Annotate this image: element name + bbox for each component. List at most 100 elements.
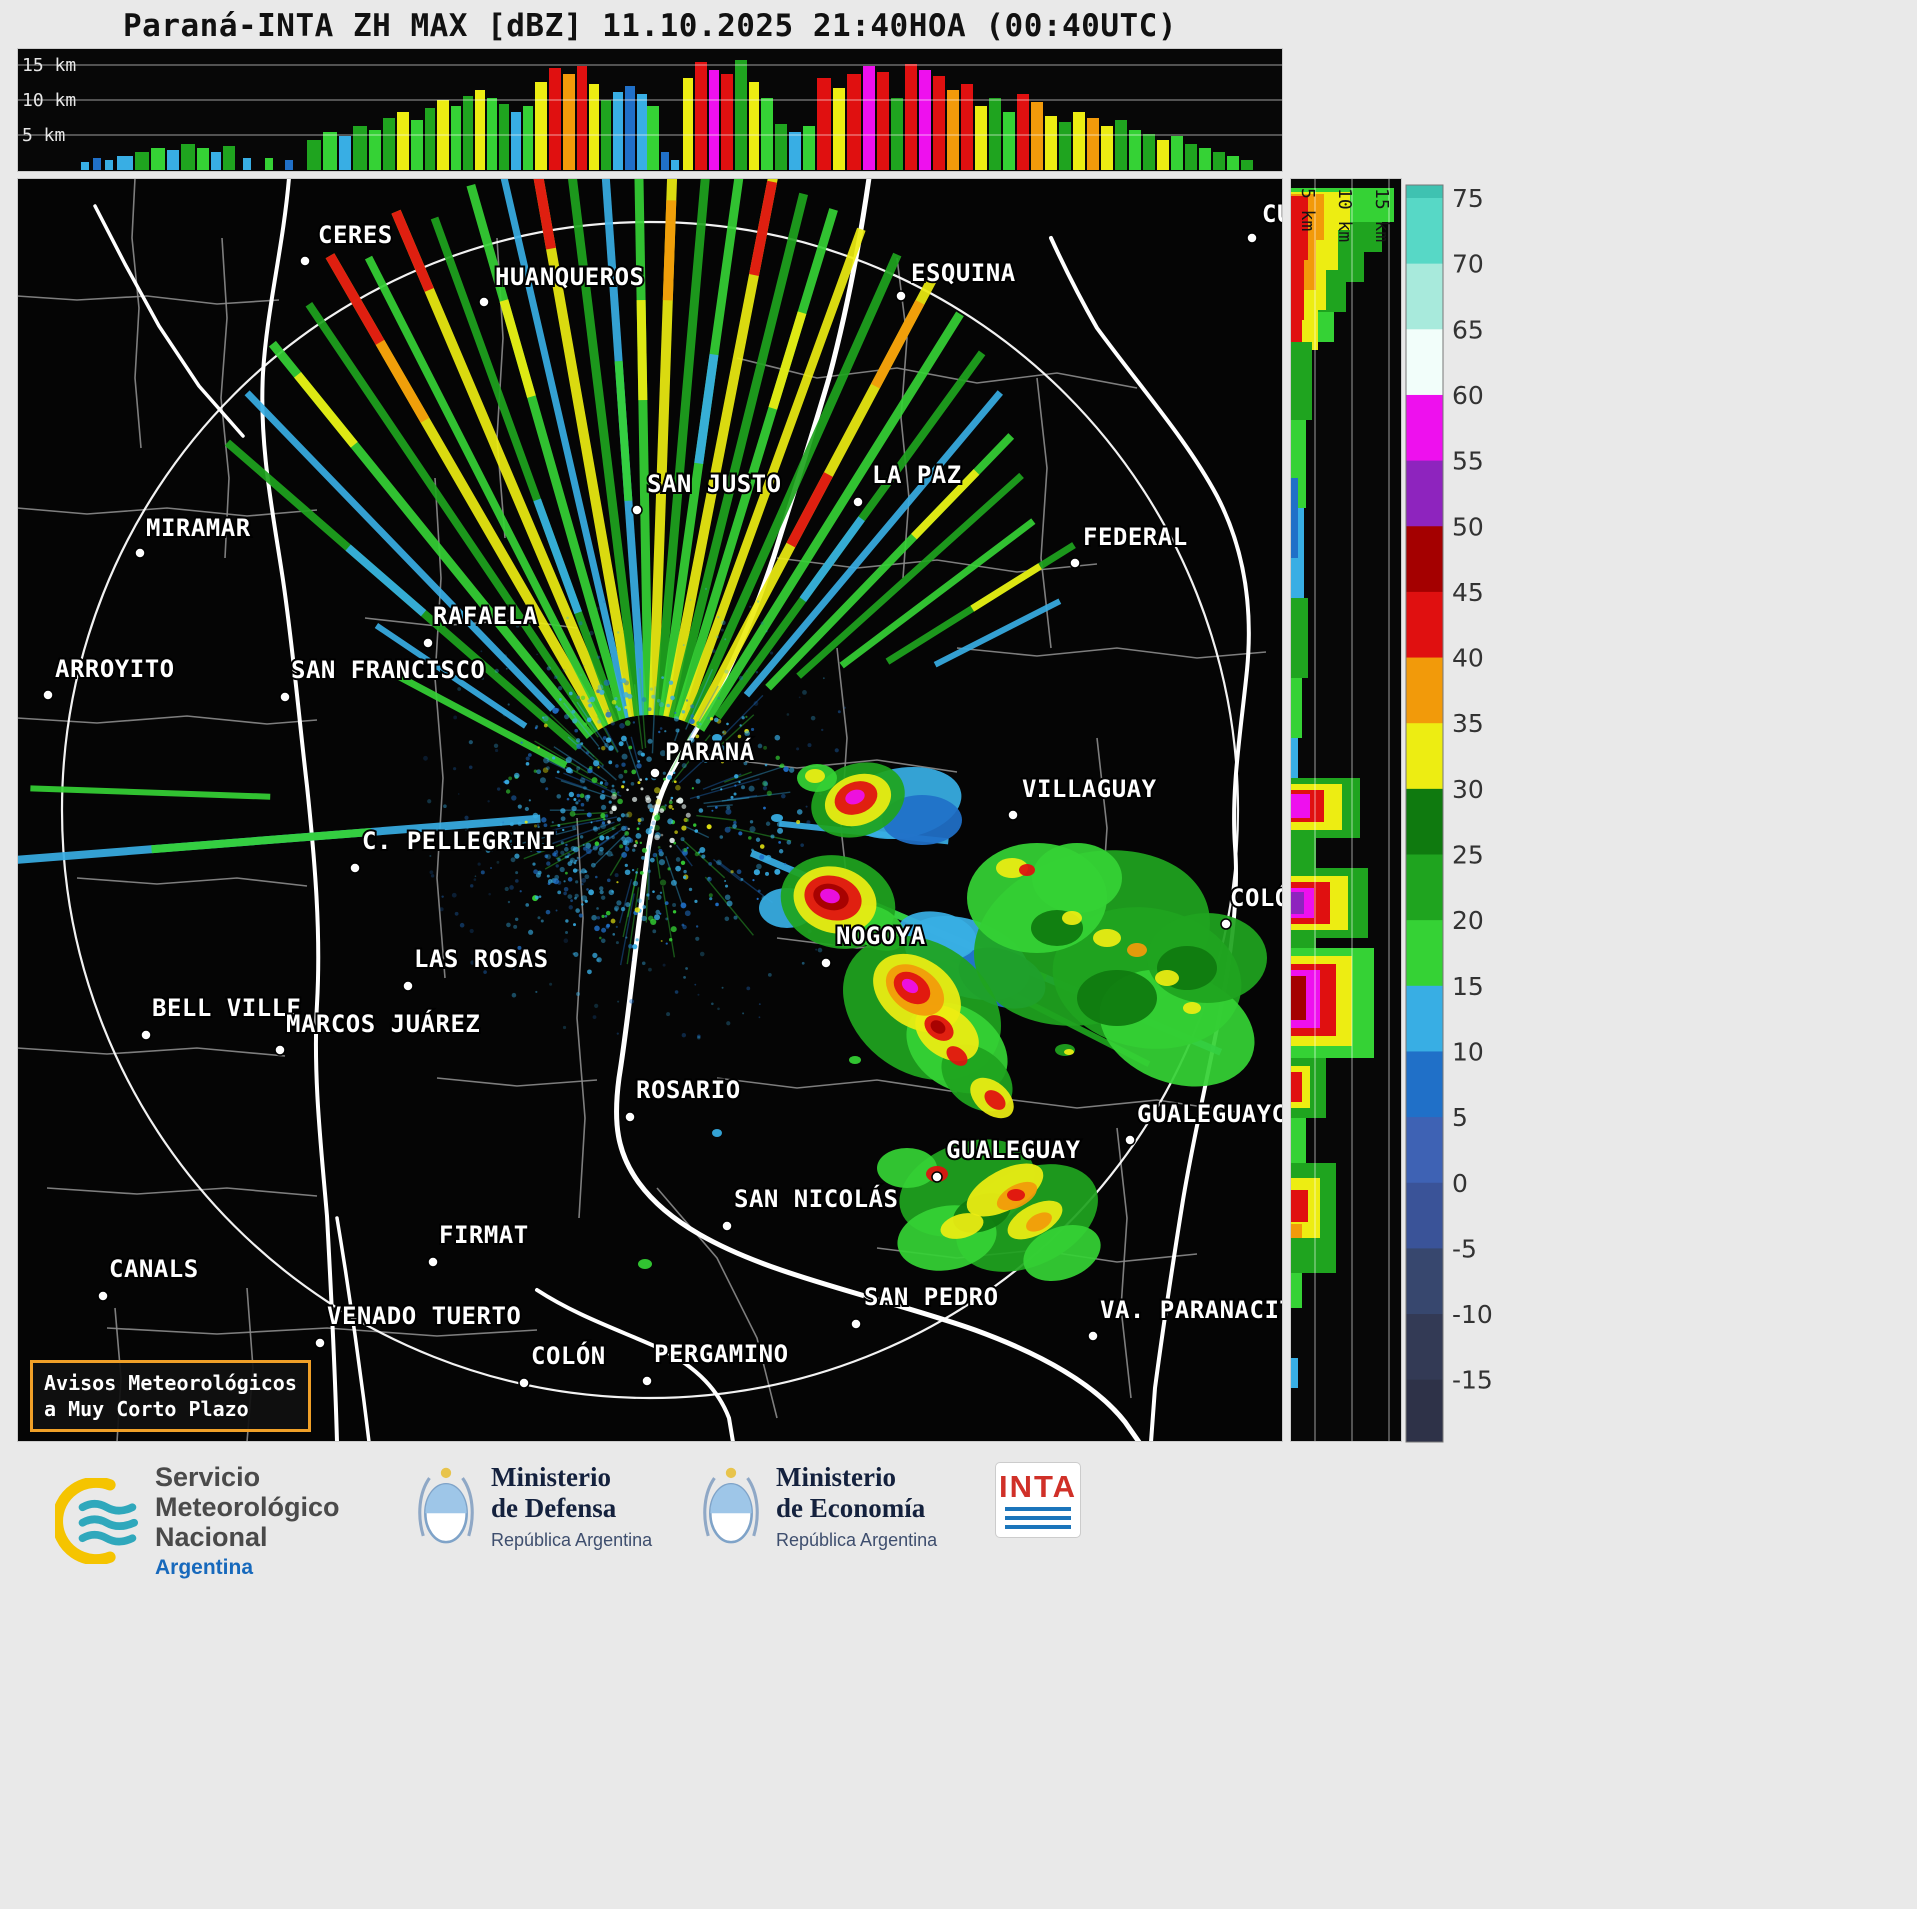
clutter-dot <box>689 599 692 601</box>
city-dot <box>1087 1330 1099 1342</box>
clutter-dot <box>597 827 601 830</box>
clutter-dot <box>535 872 541 878</box>
clutter-streak <box>571 699 599 738</box>
city-marker: VA. PARANACIT <box>1087 1294 1283 1342</box>
colorbar-segment <box>1406 329 1443 396</box>
clutter-dot <box>654 834 660 841</box>
clutter-dot <box>525 762 530 766</box>
colorbar-tick: 15 <box>1452 972 1484 1001</box>
clutter-dot <box>587 969 592 975</box>
clutter-dot <box>693 823 697 827</box>
clutter-dot <box>563 938 569 944</box>
clutter-dot <box>537 825 540 829</box>
province-border-river <box>335 1216 371 1442</box>
clutter-dot <box>737 734 742 739</box>
colorbar-segment <box>1406 1182 1443 1249</box>
clutter-dot <box>504 779 510 785</box>
clutter-dot <box>631 796 638 803</box>
echo-column <box>1087 118 1099 170</box>
clutter-dot <box>494 748 499 753</box>
radar-spoke <box>799 516 865 603</box>
clutter-streak <box>626 887 640 965</box>
echo-column <box>721 74 733 170</box>
clutter-dot <box>690 704 695 709</box>
clutter-dot <box>770 834 775 839</box>
storm-cell <box>1019 864 1035 876</box>
echo-column <box>307 140 321 170</box>
clutter-dot <box>671 808 674 811</box>
smn-wordmark: Servicio Meteorológico Nacional Argentin… <box>155 1462 340 1580</box>
clutter-dot <box>593 826 599 832</box>
clutter-dot <box>611 835 615 840</box>
clutter-dot <box>781 793 786 799</box>
clutter-dot <box>743 761 748 766</box>
clutter-dot <box>733 820 737 825</box>
economia-logo-block: Ministerio de Economía República Argenti… <box>700 1462 937 1551</box>
clutter-dot <box>721 986 724 989</box>
department-boundary <box>17 1047 286 1057</box>
clutter-dot <box>775 677 778 680</box>
clutter-dot <box>532 812 539 819</box>
city-label: CERES <box>318 221 393 249</box>
clutter-dot <box>639 841 643 845</box>
clutter-dot <box>465 829 467 832</box>
clutter-dot <box>505 789 511 794</box>
clutter-dot <box>545 853 551 860</box>
clutter-dot <box>618 741 624 747</box>
clutter-dot <box>709 897 713 901</box>
clutter-dot <box>685 818 690 822</box>
echo-column <box>1129 130 1141 170</box>
clutter-dot <box>621 836 627 842</box>
clutter-dot <box>786 713 790 716</box>
clutter-dot <box>756 600 760 603</box>
clutter-dot <box>657 845 661 849</box>
clutter-dot <box>508 776 513 781</box>
echo-column <box>151 148 165 170</box>
clutter-dot <box>724 916 730 922</box>
clutter-dot <box>568 905 573 910</box>
echo-column <box>695 62 707 170</box>
city-marker: VENADO TUERTO <box>314 1300 523 1349</box>
department-boundary <box>17 715 318 725</box>
colorbar-segment <box>1406 1117 1443 1184</box>
clutter-dot <box>760 621 764 625</box>
clutter-dot <box>762 786 768 791</box>
clutter-dot <box>684 910 691 917</box>
clutter-dot <box>624 847 630 852</box>
clutter-dot <box>664 804 667 807</box>
city-dot <box>349 862 361 874</box>
warning-line2: a Muy Corto Plazo <box>44 1397 249 1421</box>
echo-column <box>709 70 719 170</box>
storm-cell <box>1077 970 1157 1026</box>
clutter-dot <box>576 743 582 750</box>
clutter-dot <box>543 723 548 728</box>
clutter-dot <box>725 808 732 815</box>
clutter-dot <box>668 800 673 805</box>
clutter-dot <box>545 787 549 791</box>
clutter-dot <box>576 793 581 798</box>
clutter-dot <box>709 717 714 721</box>
clutter-streak <box>682 839 726 879</box>
colorbar-tick: 75 <box>1452 184 1484 213</box>
warning-box[interactable]: Avisos Meteorológicos a Muy Corto Plazo <box>30 1360 311 1432</box>
clutter-dot <box>453 715 458 720</box>
clutter-dot <box>775 755 780 760</box>
clutter-dot <box>695 936 700 941</box>
clutter-dot <box>564 847 569 852</box>
clutter-dot <box>622 840 628 846</box>
clutter-dot <box>662 963 666 967</box>
clutter-dot <box>817 947 823 953</box>
radar-spoke <box>970 563 1042 612</box>
clutter-dot <box>603 600 606 604</box>
clutter-dot <box>628 838 634 843</box>
clutter-dot <box>544 854 549 858</box>
clutter-dot <box>536 653 538 656</box>
clutter-dot <box>605 852 608 855</box>
clutter-dot <box>577 799 581 802</box>
radar-spoke <box>694 353 719 465</box>
city-dot <box>850 1318 862 1330</box>
echo-column <box>1241 160 1253 170</box>
clutter-dot <box>637 898 642 904</box>
radar-spoke <box>614 360 633 502</box>
clutter-dot <box>575 738 581 743</box>
